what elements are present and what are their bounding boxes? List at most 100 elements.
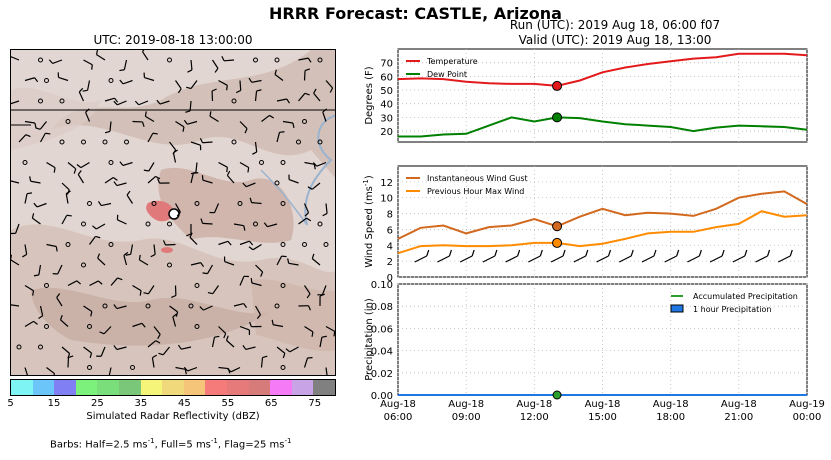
reflectivity-colorbar [10, 379, 336, 396]
wind-barb [46, 161, 56, 169]
wind-barb-feather [162, 240, 167, 246]
calm-wind-circle [280, 365, 286, 370]
colorbar-swatch [54, 380, 76, 395]
wind-barb [195, 162, 198, 173]
wind-barb-feather [223, 333, 227, 339]
wind-barb [239, 276, 245, 286]
wind-barb [311, 258, 321, 266]
wind-barb-feather [25, 134, 31, 138]
x-tick-date: Aug-18 [516, 399, 552, 410]
wind-barb [276, 98, 287, 102]
wind-barb-feather [250, 277, 253, 284]
wind-barb-feather [426, 249, 430, 257]
calm-wind-circle [65, 242, 71, 247]
wind-barb [123, 255, 128, 266]
wind-barb [325, 203, 328, 214]
colorbar-tick-label: 55 [221, 398, 235, 409]
wind-barb [116, 305, 127, 310]
reflectivity-map[interactable] [10, 49, 336, 376]
y-tick-label: 70 [380, 59, 393, 70]
wind-barb-feather [494, 249, 498, 257]
y-axis-label: Wind Speed (ms-1) [362, 175, 375, 268]
wind-barb-feather [248, 240, 254, 246]
series-line [397, 210, 808, 255]
wind-barb-feather [177, 344, 182, 350]
wind-barb-feather [214, 335, 220, 338]
wind-barb-feather [286, 98, 291, 104]
calm-wind-circle [102, 303, 108, 309]
wind-barb-feather [97, 201, 102, 206]
colorbar-swatch [183, 380, 206, 395]
wind-barb [233, 223, 244, 227]
wind-barb [144, 77, 155, 82]
wind-barb-feather [152, 354, 158, 359]
wind-barb [96, 223, 106, 230]
y-tick-label: 40 [380, 100, 393, 111]
terrain-shading [51, 50, 335, 178]
wind-barb [261, 114, 270, 122]
wind-barb [254, 90, 258, 102]
calm-wind-circle [167, 221, 172, 227]
wind-barb [148, 162, 155, 172]
wind-barb-feather [29, 176, 32, 182]
legend-label: Dew Point [427, 70, 467, 79]
wind-barb [36, 202, 47, 208]
calm-wind-circle [274, 303, 280, 309]
wind-barb [89, 236, 96, 245]
wind-barb-feather [113, 304, 118, 309]
colorbar-swatch [270, 380, 292, 395]
current-time-marker [552, 390, 562, 400]
wind-barb-feather [157, 334, 161, 339]
calm-wind-circle [130, 365, 135, 370]
wind-barb-feather [95, 235, 101, 239]
wind-barb-feather [31, 213, 35, 219]
wind-barb-feather [304, 92, 310, 96]
wind-barb [15, 223, 20, 234]
wind-barb-feather [193, 171, 199, 174]
y-axis-label: Precipitation (in) [364, 298, 375, 381]
wind-barb [322, 111, 327, 122]
wind-barb [311, 182, 321, 190]
wind-barb [664, 255, 677, 263]
wind-barb [267, 223, 278, 228]
wind-barb-feather [53, 373, 56, 375]
wind-barb [123, 59, 128, 70]
wind-barb [437, 255, 450, 263]
wind-barb-feather [78, 87, 84, 93]
wind-barb [24, 284, 34, 292]
wind-barb-feather [77, 170, 82, 175]
series-line [397, 52, 808, 87]
wind-barb [24, 367, 28, 375]
wind-barb [239, 161, 249, 168]
calm-wind-circle [296, 139, 301, 145]
wind-barb [223, 59, 235, 62]
wind-barb [67, 280, 78, 287]
wind-barb [117, 100, 127, 106]
wind-barb [103, 326, 112, 335]
calm-wind-circle [317, 139, 323, 145]
wind-barb-feather [82, 89, 88, 92]
wind-barb [239, 240, 250, 246]
wind-barb-feather [607, 249, 612, 257]
wind-barb [162, 346, 170, 356]
wind-barb-feather [186, 233, 192, 237]
wind-barb [11, 180, 20, 184]
wind-barb [65, 193, 69, 204]
colorbar-swatch [226, 380, 249, 395]
wind-barb [319, 337, 323, 348]
wind-barb [276, 132, 281, 143]
wind-barb-feather [113, 345, 118, 350]
wind-barb [187, 120, 198, 125]
wind-barb [288, 179, 299, 184]
wind-barb-feather [90, 311, 93, 317]
calm-wind-circle [237, 201, 243, 206]
wind-barb-feather [226, 367, 232, 373]
wind-barb [618, 255, 632, 263]
wind-barb [80, 161, 90, 169]
x-tick-time: 12:00 [520, 412, 549, 423]
colorbar-label: Simulated Radar Reflectivity (dBZ) [86, 411, 260, 422]
wind-barb-feather [32, 290, 35, 296]
wind-barb-feather [184, 369, 187, 375]
wind-barb [254, 141, 258, 152]
terrain-shading [251, 279, 335, 351]
